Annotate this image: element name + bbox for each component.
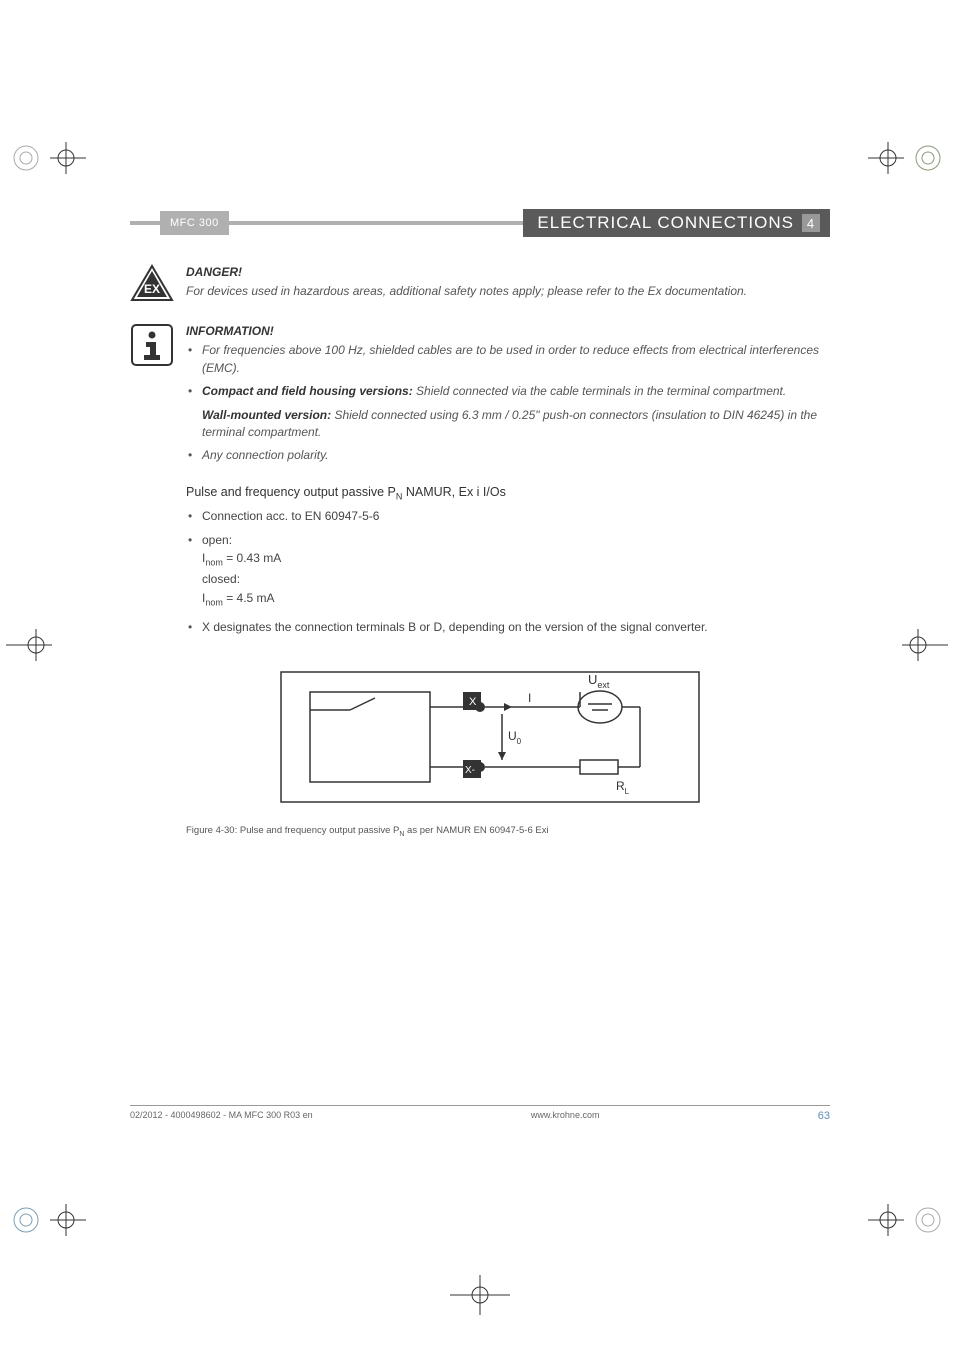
svg-text:U0: U0 (508, 729, 522, 746)
page-content: MFC 300 ELECTRICAL CONNECTIONS 4 EX DANG… (130, 210, 830, 838)
print-mark-bl (6, 1190, 86, 1250)
info-icon (130, 323, 174, 471)
danger-title: DANGER! (186, 264, 830, 281)
danger-icon: EX (130, 264, 174, 309)
section-title: ELECTRICAL CONNECTIONS (537, 213, 794, 233)
figure-caption: Figure 4-30: Pulse and frequency output … (186, 825, 830, 838)
print-mark-tr (868, 128, 948, 188)
svg-text:Uext: Uext (588, 672, 610, 690)
header-line-left (130, 221, 160, 225)
print-mark-tl (6, 128, 86, 188)
print-mark-bc (450, 1270, 510, 1320)
print-mark-ml (6, 620, 66, 670)
page-footer: 02/2012 - 4000498602 - MA MFC 300 R03 en… (130, 1105, 830, 1122)
info-item-3: Any connection polarity. (186, 447, 830, 464)
footer-doc-id: 02/2012 - 4000498602 - MA MFC 300 R03 en (130, 1110, 313, 1122)
header-line-mid (229, 221, 524, 225)
danger-callout: EX DANGER! For devices used in hazardous… (130, 264, 830, 309)
print-mark-br (868, 1190, 948, 1250)
svg-text:EX: EX (144, 282, 160, 296)
svg-text:X: X (469, 696, 477, 708)
danger-text: For devices used in hazardous areas, add… (186, 283, 830, 300)
product-tag: MFC 300 (160, 211, 229, 235)
section-title-box: ELECTRICAL CONNECTIONS 4 (523, 209, 830, 237)
figure-4-30: X X- I U0 Uext (280, 662, 830, 817)
label-i: I (528, 691, 531, 705)
info-title: INFORMATION! (186, 323, 830, 340)
svg-text:X-: X- (465, 765, 475, 776)
pulse-section-title: Pulse and frequency output passive PN NA… (186, 485, 830, 502)
pulse-list: Connection acc. to EN 60947-5-6 open: In… (186, 509, 830, 634)
page-number: 63 (818, 1110, 830, 1122)
pulse-item-2: open: Inom = 0.43 mA closed: Inom = 4.5 … (186, 533, 830, 610)
svg-text:RL: RL (616, 779, 630, 796)
print-mark-mr (888, 620, 948, 670)
footer-url: www.krohne.com (531, 1110, 600, 1122)
info-list: For frequencies above 100 Hz, shielded c… (186, 342, 830, 464)
section-header: MFC 300 ELECTRICAL CONNECTIONS 4 (130, 210, 830, 236)
section-number: 4 (802, 214, 820, 232)
information-callout: INFORMATION! For frequencies above 100 H… (130, 323, 830, 471)
pulse-item-1: Connection acc. to EN 60947-5-6 (186, 509, 830, 523)
pulse-item-3: X designates the connection terminals B … (186, 620, 830, 634)
info-item-1: For frequencies above 100 Hz, shielded c… (186, 342, 830, 377)
info-item-2: Compact and field housing versions: Shie… (186, 383, 830, 441)
